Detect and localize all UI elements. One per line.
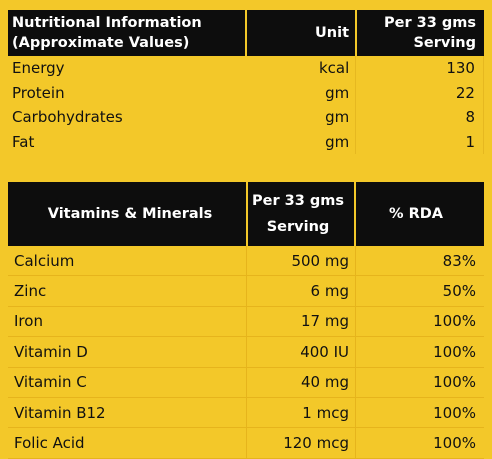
vitamins-title: Vitamins & Minerals [47,206,213,222]
vitamin-amount: 17 mg [246,306,356,337]
vitamins-body: Calcium 500 mg 83% Zinc 6 mg 50% Iron 17… [8,246,484,459]
vitamin-name: Zinc [14,282,47,301]
table-row: Folic Acid 120 mcg 100% [8,428,484,459]
vitamins-serving-line1: Per 33 gms [251,193,344,209]
nutrient-unit: gm [244,129,357,154]
nutrition-subtitle: (Approximate Values) [12,35,190,51]
table-row: Vitamin B12 1 mcg 100% [8,397,484,429]
nutrition-table: Nutritional Information (Approximate Val… [8,10,484,154]
nutrient-value: 1 [465,132,475,151]
nutrition-header: Nutritional Information (Approximate Val… [8,10,484,56]
nutrient-unit: gm [244,105,357,130]
vitamin-amount: 40 mg [246,367,356,397]
vitamin-name: Iron [14,312,43,331]
vitamins-serving-header: Per 33 gms Serving [246,182,356,246]
vitamin-amount: 400 IU [246,337,356,367]
vitamin-rda: 50% [442,282,476,301]
rda-header: % RDA [389,206,443,222]
table-row: Carbohydrates gm 8 [8,105,483,130]
nutrition-title: Nutritional Information [12,15,202,31]
vitamins-header: Vitamins & Minerals Per 33 gms Serving %… [8,182,484,246]
vitamin-name: Vitamin D [14,342,88,361]
vitamin-rda: 100% [433,373,476,392]
nutrient-value: 22 [455,83,475,102]
nutrient-name: Carbohydrates [12,108,123,127]
table-row: Energy kcal 130 [8,56,483,81]
vitamin-rda: 100% [433,403,476,422]
vitamin-rda: 100% [433,312,476,331]
nutrient-value: 8 [465,108,475,127]
serving-header: Per 33 gms Serving [357,10,484,56]
vitamin-name: Vitamin C [14,373,87,392]
nutrition-title-cell: Nutritional Information (Approximate Val… [8,10,245,56]
vitamin-name: Folic Acid [14,434,85,453]
nutrient-unit: kcal [244,56,357,81]
nutrient-name: Fat [12,132,35,151]
nutrition-body: Energy kcal 130 Protein gm 22 Carbohydra… [8,56,484,154]
vitamin-rda: 100% [433,434,476,453]
nutrient-value: 130 [446,59,475,78]
vitamin-amount: 500 mg [246,246,356,276]
table-row: Zinc 6 mg 50% [8,276,484,307]
nutrient-name: Protein [12,83,65,102]
vitamins-serving-line2: Serving [266,219,330,235]
vitamin-amount: 1 mcg [246,397,356,428]
vitamins-table: Vitamins & Minerals Per 33 gms Serving %… [8,182,484,459]
vitamin-amount: 120 mcg [246,428,356,458]
table-row: Iron 17 mg 100% [8,306,484,338]
table-row: Protein gm 22 [8,80,483,105]
table-row: Vitamin C 40 mg 100% [8,367,484,398]
vitamin-amount: 6 mg [246,276,356,306]
serving-header-line2: Serving [413,35,476,51]
serving-header-line1: Per 33 gms [383,15,476,31]
table-row: Vitamin D 400 IU 100% [8,337,484,368]
table-row: Calcium 500 mg 83% [8,246,484,277]
vitamin-rda: 100% [433,342,476,361]
vitamin-name: Calcium [14,251,75,270]
nutrient-name: Energy [12,59,65,78]
vitamin-name: Vitamin B12 [14,403,106,422]
unit-header: Unit [245,10,357,56]
vitamin-rda: 83% [442,251,476,270]
table-row: Fat gm 1 [8,129,483,154]
nutrient-unit: gm [244,80,357,105]
